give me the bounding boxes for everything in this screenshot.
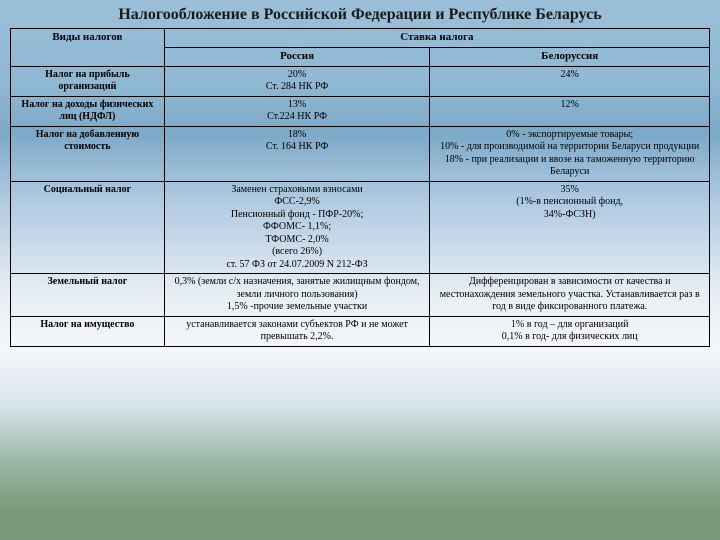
cell-ru: Заменен страховыми взносамиФСС-2,9%Пенси… <box>164 181 430 274</box>
cell-by: 1% в год – для организаций0,1% в год- дл… <box>430 316 710 346</box>
col-header-tax-type: Виды налогов <box>11 29 165 67</box>
cell-tax: Налог на прибыль организаций <box>11 66 165 96</box>
cell-by: 24% <box>430 66 710 96</box>
table-header-row: Виды налогов Ставка налога <box>11 29 710 48</box>
cell-tax: Налог на имущество <box>11 316 165 346</box>
cell-tax: Налог на доходы физических лиц (НДФЛ) <box>11 96 165 126</box>
cell-by: 12% <box>430 96 710 126</box>
cell-tax: Социальный налог <box>11 181 165 274</box>
cell-ru: 0,3% (земли с/х назначения, занятые жили… <box>164 274 430 317</box>
page-title: Налогообложение в Российской Федерации и… <box>10 6 710 24</box>
cell-by: 35%(1%-в пенсионный фонд,34%-ФСЗН) <box>430 181 710 274</box>
col-header-rate: Ставка налога <box>164 29 709 48</box>
cell-ru: устанавливается законами субъектов РФ и … <box>164 316 430 346</box>
table-row: Налог на добавленную стоимость 18%Ст. 16… <box>11 126 710 181</box>
table-row: Налог на доходы физических лиц (НДФЛ) 13… <box>11 96 710 126</box>
table-row: Социальный налог Заменен страховыми взно… <box>11 181 710 274</box>
cell-tax: Налог на добавленную стоимость <box>11 126 165 181</box>
col-header-belarus: Белоруссия <box>430 47 710 66</box>
table-row: Налог на имущество устанавливается закон… <box>11 316 710 346</box>
cell-ru: 20%Ст. 284 НК РФ <box>164 66 430 96</box>
slide: Налогообложение в Российской Федерации и… <box>0 0 720 540</box>
cell-by: Дифференцирован в зависимости от качеств… <box>430 274 710 317</box>
table-body: Налог на прибыль организаций 20%Ст. 284 … <box>11 66 710 346</box>
cell-tax: Земельный налог <box>11 274 165 317</box>
cell-ru: 18%Ст. 164 НК РФ <box>164 126 430 181</box>
cell-by: 0% - экспортируемые товары;10% - для про… <box>430 126 710 181</box>
cell-ru: 13%Ст.224 НК РФ <box>164 96 430 126</box>
tax-table: Виды налогов Ставка налога Россия Белору… <box>10 28 710 347</box>
table-row: Земельный налог 0,3% (земли с/х назначен… <box>11 274 710 317</box>
col-header-russia: Россия <box>164 47 430 66</box>
table-row: Налог на прибыль организаций 20%Ст. 284 … <box>11 66 710 96</box>
